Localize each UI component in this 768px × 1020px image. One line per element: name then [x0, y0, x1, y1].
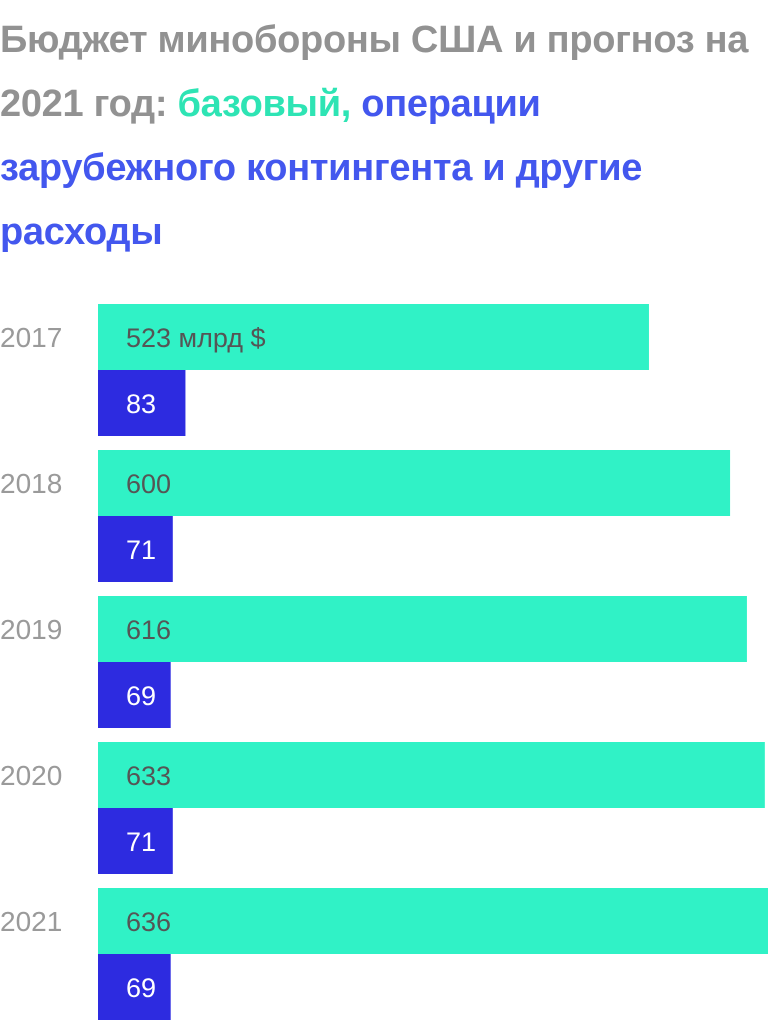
title-base-label: базовый,	[177, 83, 352, 125]
oco-value-label-2020: 71	[126, 827, 156, 857]
year-label-2019: 2019	[0, 614, 62, 645]
oco-value-label-2021: 69	[126, 973, 156, 1003]
base-bar-2020	[98, 742, 765, 808]
base-value-label-2019: 616	[126, 615, 171, 645]
chart-title: Бюджет минобороны США и прогноз на 2021 …	[0, 8, 760, 264]
year-label-2021: 2021	[0, 906, 62, 937]
title-oco-label: операции зарубежного контингента и други…	[0, 83, 643, 253]
oco-value-label-2019: 69	[126, 681, 156, 711]
title-main: Бюджет минобороны США и прогноз на 2021 …	[0, 19, 749, 125]
base-value-label-2017: 523 млрд $	[126, 323, 266, 353]
oco-bar-2019	[98, 662, 171, 728]
base-value-label-2021: 636	[126, 907, 171, 937]
year-label-2017: 2017	[0, 322, 62, 353]
oco-bar-2018	[98, 516, 173, 582]
oco-bar-2017	[98, 370, 186, 436]
base-bar-2017	[98, 304, 649, 370]
base-value-label-2020: 633	[126, 761, 171, 791]
year-label-2018: 2018	[0, 468, 62, 499]
oco-bar-2020	[98, 808, 173, 874]
oco-value-label-2018: 71	[126, 535, 156, 565]
year-label-2020: 2020	[0, 760, 62, 791]
base-bar-2019	[98, 596, 747, 662]
base-bar-2021	[98, 888, 768, 954]
base-bar-2018	[98, 450, 731, 516]
oco-bar-2021	[98, 954, 171, 1020]
base-value-label-2018: 600	[126, 469, 171, 499]
oco-value-label-2017: 83	[126, 389, 156, 419]
